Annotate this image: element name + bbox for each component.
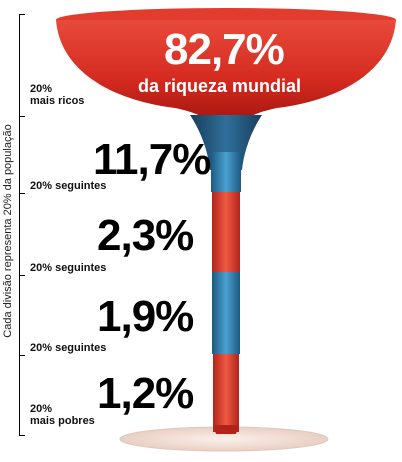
- bracket-tick: [19, 14, 25, 15]
- bracket-tick: [19, 116, 25, 117]
- group-label-line: 20% seguintes: [30, 262, 107, 274]
- group-label-poorest: 20% mais pobres: [30, 403, 95, 427]
- group-label-line: mais pobres: [30, 415, 95, 427]
- goblet-funnel: [190, 115, 262, 170]
- bracket-tick: [19, 275, 25, 276]
- group-label: 20% seguintes: [30, 180, 106, 192]
- segment-percent: 2,3%: [97, 211, 194, 260]
- axis-label: Cada divisão representa 20% da população: [2, 124, 14, 338]
- segment-percent: 1,2%: [97, 369, 194, 418]
- segment-percent: 11,7%: [93, 135, 211, 184]
- group-label: 20% seguintes: [30, 342, 106, 354]
- bracket-tick: [19, 355, 25, 356]
- bracket-tick: [19, 435, 25, 436]
- stem-segment-2: [211, 152, 241, 192]
- group-label-line: 20% seguintes: [30, 180, 107, 192]
- stem-segment-5: [213, 354, 239, 432]
- top-caption: da riqueza mundial: [138, 76, 302, 96]
- goblet-bowl: [56, 20, 396, 120]
- stem-segment-4: [212, 272, 240, 354]
- segment-percent: 1,9%: [97, 292, 194, 341]
- stem-foot: [213, 425, 239, 434]
- group-label-line: 20%: [30, 403, 53, 415]
- top-percent: 82,7%: [164, 25, 285, 74]
- group-label-richest: 20% mais ricos: [30, 83, 84, 107]
- group-label-line: mais ricos: [30, 95, 85, 107]
- group-label: 20% seguintes: [30, 262, 106, 274]
- group-label-line: 20%: [30, 83, 53, 95]
- bracket-tick: [19, 193, 25, 194]
- bracket-line: [19, 14, 20, 436]
- group-label-line: 20% seguintes: [30, 342, 107, 354]
- stem-segment-3: [212, 192, 240, 272]
